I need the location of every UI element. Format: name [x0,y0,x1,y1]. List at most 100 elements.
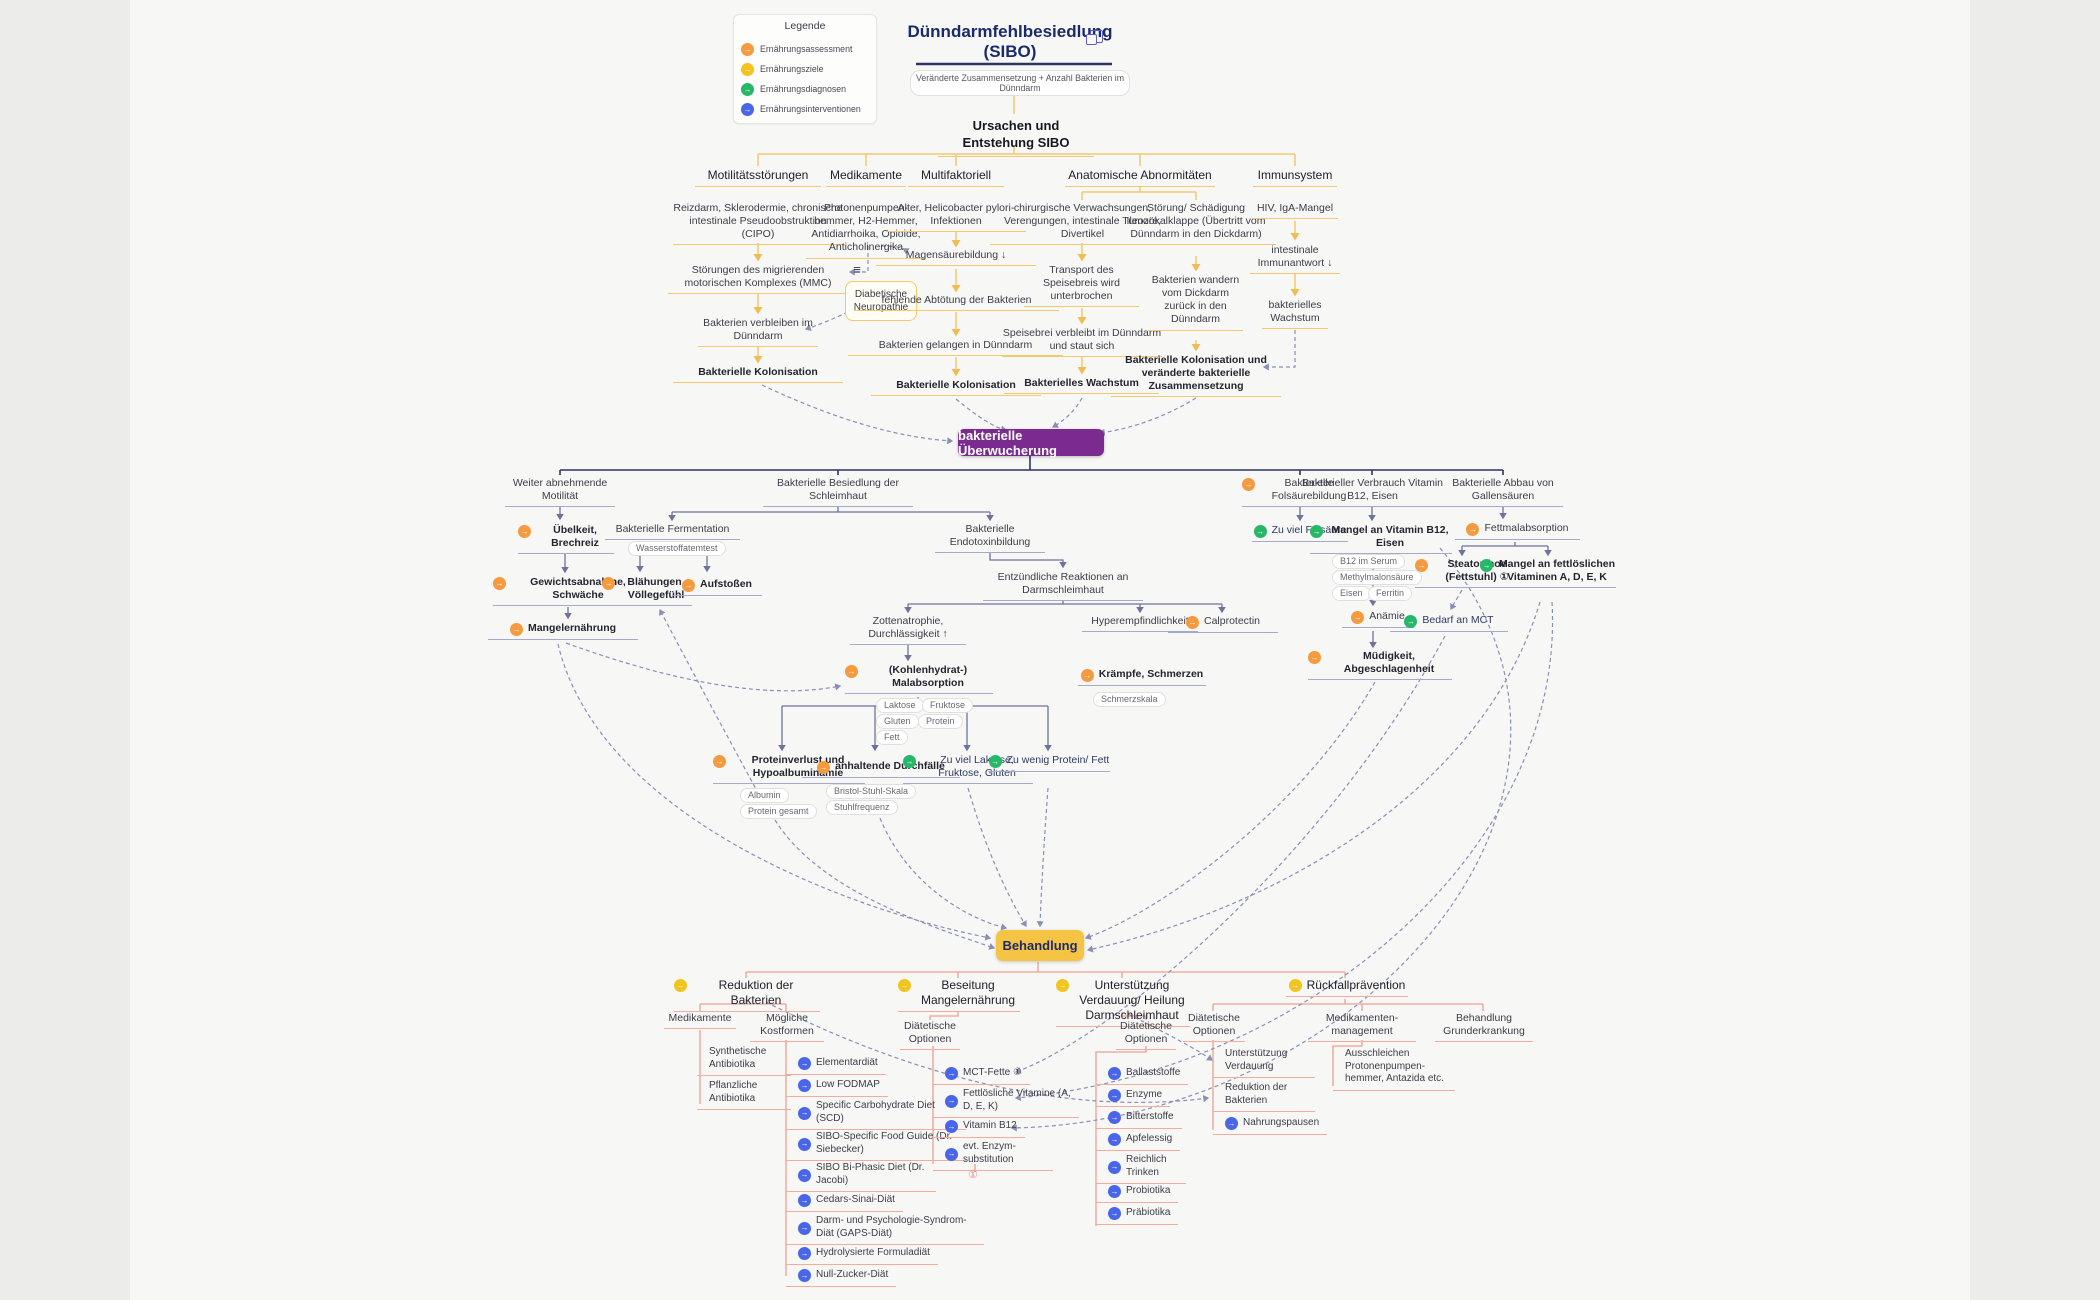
node-colonization-motility[interactable]: Bakterielle Kolonisation [673,366,843,384]
node-b12-deficiency[interactable]: Mangel an Vitamin B12, Eisen [1310,524,1452,555]
node-treatment[interactable]: Behandlung [996,930,1084,961]
pill-methylmalonic[interactable]: Methylmalonsäure [1332,570,1422,585]
digestion-item[interactable]: Probiotika [1096,1182,1179,1203]
pill-stool-frequency[interactable]: Stuhlfrequenz [826,800,898,815]
node-mct-need[interactable]: Bedarf an MCT [1390,614,1508,632]
diet-item[interactable]: SIBO Bi-Phasic Diet (Dr. Jacobi) [786,1160,936,1192]
digestion-item[interactable]: Reichlich Trinken [1096,1152,1186,1184]
digestion-item[interactable]: Apfelessig [1096,1130,1181,1151]
pill-gluten[interactable]: Gluten [876,714,919,729]
legend-item-interventions[interactable]: Ernährungsinterventionen [741,102,869,116]
node-fasting-breaks[interactable]: Nahrungspausen [1213,1114,1328,1135]
pill-fructose[interactable]: Fruktose [922,698,974,713]
pill-protein[interactable]: Protein [918,714,963,729]
digestion-item[interactable]: Bitterstoffe [1096,1108,1182,1129]
node-colonization-changed[interactable]: Bakterielle Kolonisation und veränderte … [1111,354,1281,398]
pill-lactose[interactable]: Laktose [876,698,924,713]
node-carb-malabsorption[interactable]: (Kohlenhydrat-) Malabsorption [845,664,993,695]
node-colonization-multi[interactable]: Bakterielle Kolonisation [871,379,1041,397]
copy-icon[interactable] [1086,30,1103,45]
supplement-item[interactable]: MCT-Fette ① [933,1064,1030,1085]
diet-item[interactable]: Specific Carbohydrate Diet (SCD) [786,1098,966,1130]
node-belching[interactable]: Aufstoßen [672,578,762,596]
node-meds-header[interactable]: Medikamente [664,1012,736,1030]
diet-item[interactable]: Elementardiät [786,1054,886,1075]
pill-h2-breath-test[interactable]: Wasserstoffatemtest [628,541,726,556]
node-synthetic-antibiotics[interactable]: Synthetische Antibiotika [697,1044,791,1076]
branch-support-digestion[interactable]: Unterstützung Verdauung/ Heilung Darmsch… [1056,978,1190,1027]
node-hypersensitivity[interactable]: Hyperempfindlichkeit [1082,615,1198,633]
node-mmc-disorder[interactable]: Störungen des migrierenden motorischen K… [668,264,848,295]
node-malnutrition[interactable]: Mangelernährung [488,622,638,640]
digestion-item[interactable]: Ballaststoffe [1096,1064,1189,1085]
column-immune[interactable]: Immunsystem [1253,168,1337,187]
node-surgical-adhesions[interactable]: chirurgische Verwachsungen, Verengungen,… [990,202,1175,246]
digestion-item[interactable]: Enzyme [1096,1086,1171,1107]
node-too-little-protein[interactable]: Zu wenig Protein/ Fett [988,754,1110,772]
node-bacteria-remain[interactable]: Bakterien verbleiben im Dünndarm [698,317,818,348]
node-inflammation[interactable]: Entzündliche Reaktionen an Darmschleimha… [983,571,1143,602]
node-folate-production[interactable]: Bakterielle Folsäurebildung [1242,477,1358,508]
node-motility-decline[interactable]: Weiter abnehmende Motilität [505,477,615,508]
digestion-item[interactable]: Präbiotika [1096,1204,1179,1225]
causes-section-header[interactable]: Ursachen und Entstehung SIBO [938,118,1094,157]
column-motility[interactable]: Motilitätsstörungen [695,168,821,187]
node-hiv-iga[interactable]: HIV, IgA-Mangel [1252,202,1338,220]
legend-item-assessment[interactable]: Ernährungsassessment [741,42,869,56]
diet-item[interactable]: Darm- und Psychologie-Syndrom-Diät (GAPS… [786,1213,984,1245]
branch-reduce-bacteria[interactable]: Reduktion der Bakterien [674,978,820,1012]
node-endotoxin[interactable]: Bakterielle Endotoxinbildung [935,523,1045,554]
diet-item[interactable]: SIBO-Specific Food Guide (Dr. Siebecker) [786,1129,966,1161]
title-subtitle-pill[interactable]: Veränderte Zusammensetzung + Anzahl Bakt… [910,70,1130,96]
pill-ferritin[interactable]: Ferritin [1368,586,1413,601]
pill-bristol-scale[interactable]: Bristol-Stuhl-Skala [826,784,917,799]
diet-item[interactable]: Null-Zucker-Diät [786,1266,897,1287]
node-nausea[interactable]: Übelkeit, Brechreiz [518,524,614,555]
node-diet-options-b2[interactable]: Diätetische Optionen [900,1020,960,1051]
node-fat-vitamin-deficiency[interactable]: Mangel an fettlöslichen Vitaminen A, D, … [1480,558,1616,589]
pill-protein-total[interactable]: Protein gesamt [740,804,817,819]
node-fat-malabsorption[interactable]: Fettmalabsorption [1455,522,1580,540]
node-villous-atrophy[interactable]: Zottenatrophie, Durchlässigkeit ↑ [850,615,966,646]
node-bacterial-growth-immune[interactable]: bakterielles Wachstum [1262,299,1328,330]
node-reduce-bacteria-item[interactable]: Reduktion der Bakterien [1213,1080,1315,1112]
node-chyme-stasis[interactable]: Speisebrei verbleibt im Dünndarm und sta… [1002,327,1162,358]
node-anemia[interactable]: Anämie [1342,610,1414,628]
node-medication-management[interactable]: Medikamenten-management [1308,1012,1416,1043]
pill-fat[interactable]: Fett [876,730,908,745]
node-diet-options-b4[interactable]: Diätetische Optionen [1183,1012,1245,1043]
pill-pain-scale[interactable]: Schmerzskala [1093,692,1166,707]
node-drug-list[interactable]: Protonenpumpen-hemmer, H2-Hemmer, Antidi… [806,202,926,259]
node-mucosa-colonization[interactable]: Bakterielle Besiedlung der Schleimhaut [763,477,913,508]
node-bacteria-migrate[interactable]: Bakterien wandern vom Dickdarm zurück in… [1148,274,1243,331]
node-age-hpylori[interactable]: Alter, Helicobacter pylori-Infektionen [886,202,1026,233]
node-treat-underlying[interactable]: Behandlung Grunderkrankung [1435,1012,1533,1043]
legend-item-goals[interactable]: Ernährungsziele [741,62,869,76]
node-bloating[interactable]: Blähungen, Völlegefühl [602,576,692,607]
node-diarrhea[interactable]: anhaltende Durchfälle [802,760,960,778]
node-b12-consumption[interactable]: Bakterieller Verbrauch Vitamin B12, Eise… [1300,477,1445,508]
node-cramps-pain[interactable]: Krämpfe, Schmerzen [1078,668,1206,686]
supplement-item[interactable]: evt. Enzym-substitution [933,1139,1053,1171]
branch-relapse-prevention[interactable]: Rückfallprävention [1286,978,1408,997]
branch-fix-malnutrition[interactable]: Beseitung Mangelernährung [898,978,1020,1012]
node-transport-interrupted[interactable]: Transport des Speisebreis wird unterbroc… [1024,264,1139,308]
column-drugs[interactable]: Medikamente [826,168,906,187]
diet-item[interactable]: Hydrolysierte Formuladiät [786,1244,938,1265]
node-fermentation[interactable]: Bakterielle Fermentation [605,523,740,541]
node-diabetic-neuropathy[interactable]: Diabetische Neuropathie [845,281,917,321]
node-folate-high[interactable]: Zu viel Folsäure [1252,524,1348,542]
column-anatomy[interactable]: Anatomische Abnormitäten [1065,168,1215,187]
legend-item-diagnoses[interactable]: Ernährungsdiagnosen [741,82,869,96]
pill-albumin[interactable]: Albumin [740,788,789,803]
node-taper-ppi[interactable]: Ausschleichen Protonenpumpen-hemmer, Ant… [1333,1046,1455,1091]
node-immune-response-low[interactable]: intestinale Immunantwort ↓ [1250,244,1340,275]
node-ileocecal-valve[interactable]: Störung/ Schädigung Ileozökalklappe (Übe… [1116,202,1276,246]
supplement-item[interactable]: Vitamin B12 [933,1117,1025,1138]
node-bile-degradation[interactable]: Bakterielle Abbau von Gallensäuren [1443,477,1563,508]
node-steatorrhea[interactable]: Steatorrhoe (Fettstuhl) ① [1415,558,1521,589]
column-multifactorial[interactable]: Multifaktoriell [908,168,1004,187]
pill-iron[interactable]: Eisen [1332,586,1371,601]
node-bacteria-enter[interactable]: Bakterien gelangen in Dünndarm [848,339,1063,357]
node-herbal-antibiotics[interactable]: Pflanzliche Antibiotika [697,1078,791,1110]
